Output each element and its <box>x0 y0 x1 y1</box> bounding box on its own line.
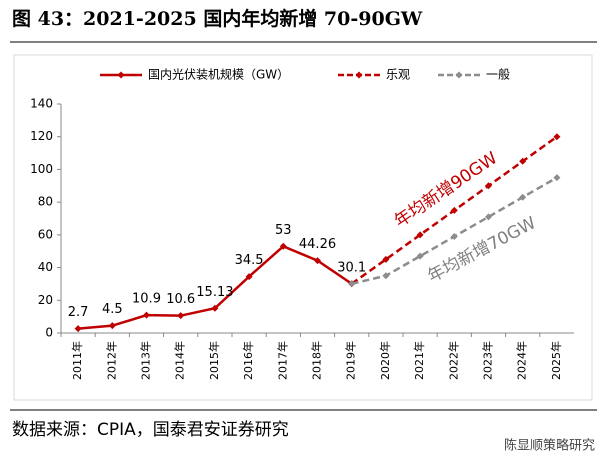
chart-frame <box>13 54 593 401</box>
marker <box>74 325 82 333</box>
marker <box>177 312 185 320</box>
legend-label: 国内光伏装机规模（GW） <box>148 67 289 82</box>
x-tick-label: 2022年 <box>446 341 460 380</box>
legend-marker <box>455 71 463 79</box>
marker <box>485 213 492 221</box>
x-tick-label: 2015年 <box>207 341 221 380</box>
y-tick-label: 80 <box>38 195 53 209</box>
legend-marker <box>117 71 125 79</box>
marker <box>519 157 527 165</box>
marker <box>450 232 458 240</box>
x-tick-label: 2019年 <box>344 341 358 380</box>
x-tick-label: 2011年 <box>70 341 84 380</box>
y-tick-label: 40 <box>38 260 53 274</box>
data-label: 34.5 <box>235 253 264 268</box>
x-tick-label: 2024年 <box>515 341 529 380</box>
data-label: 15.13 <box>196 285 233 300</box>
x-tick-label: 2012年 <box>104 341 118 380</box>
chart-title: 图 43：2021-2025 国内年均新增 70-90GW <box>12 7 423 30</box>
x-tick-label: 2016年 <box>241 341 255 380</box>
marker <box>382 255 390 263</box>
marker <box>314 257 321 265</box>
data-label: 4.5 <box>102 302 123 317</box>
y-tick-label: 100 <box>30 162 53 176</box>
y-tick-label: 0 <box>45 326 53 340</box>
x-tick-label: 2018年 <box>310 341 324 380</box>
annotation: 年均新增70GW <box>424 213 539 287</box>
data-label: 44.26 <box>299 237 336 252</box>
marker <box>485 182 492 190</box>
data-label: 10.6 <box>166 292 195 307</box>
x-tick-label: 2020年 <box>378 341 392 380</box>
marker <box>416 252 424 260</box>
source: 数据来源：CPIA，国泰君安证券研究 <box>12 420 289 440</box>
data-label: 10.9 <box>132 292 161 307</box>
marker <box>348 280 356 288</box>
marker <box>450 206 458 214</box>
marker <box>416 231 424 239</box>
data-label: 53 <box>275 223 292 238</box>
y-tick-label: 20 <box>38 293 53 307</box>
marker <box>553 133 561 141</box>
x-tick-label: 2014年 <box>173 341 187 380</box>
y-tick-label: 120 <box>30 129 53 143</box>
watermark: 陈显顺策略研究 <box>504 438 595 454</box>
data-label: 30.1 <box>337 260 366 275</box>
marker <box>245 273 253 281</box>
legend-label: 乐观 <box>386 68 410 82</box>
marker <box>519 193 527 201</box>
legend-marker <box>355 71 363 79</box>
x-tick-label: 2021年 <box>412 341 426 380</box>
marker <box>108 322 116 330</box>
marker <box>279 242 287 250</box>
marker <box>211 304 219 312</box>
marker <box>143 311 150 319</box>
x-tick-label: 2017年 <box>275 341 289 380</box>
legend-label: 一般 <box>486 67 510 82</box>
y-tick-label: 140 <box>30 97 53 111</box>
data-label: 2.7 <box>68 305 89 320</box>
y-tick-label: 60 <box>38 227 53 241</box>
x-tick-label: 2025年 <box>549 341 563 380</box>
x-tick-label: 2013年 <box>139 341 153 380</box>
x-tick-label: 2023年 <box>481 341 495 380</box>
marker <box>382 272 390 280</box>
marker <box>553 174 561 182</box>
